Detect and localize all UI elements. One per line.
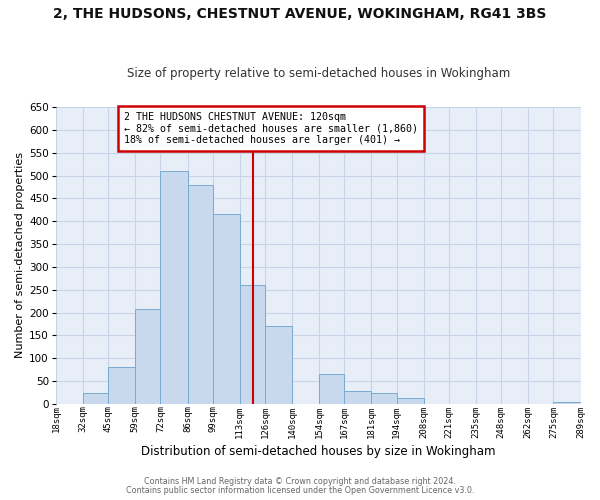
Bar (212, 214, 240, 404)
Bar (135, 310, 160, 404)
Bar (265, 326, 292, 404)
Y-axis label: Number of semi-detached properties: Number of semi-detached properties (15, 152, 25, 358)
Bar (188, 184, 212, 404)
Bar (319, 374, 344, 404)
X-axis label: Distribution of semi-detached houses by size in Wokingham: Distribution of semi-detached houses by … (141, 444, 496, 458)
Text: 2, THE HUDSONS, CHESTNUT AVENUE, WOKINGHAM, RG41 3BS: 2, THE HUDSONS, CHESTNUT AVENUE, WOKINGH… (53, 8, 547, 22)
Bar (83, 394, 108, 404)
Bar (240, 285, 265, 404)
Text: Contains public sector information licensed under the Open Government Licence v3: Contains public sector information licen… (126, 486, 474, 495)
Bar (108, 368, 135, 404)
Bar (553, 402, 581, 404)
Text: Contains HM Land Registry data © Crown copyright and database right 2024.: Contains HM Land Registry data © Crown c… (144, 477, 456, 486)
Title: Size of property relative to semi-detached houses in Wokingham: Size of property relative to semi-detach… (127, 66, 510, 80)
Bar (371, 394, 397, 404)
Bar (344, 391, 371, 404)
Bar (397, 398, 424, 404)
Bar (160, 171, 188, 404)
Text: 2 THE HUDSONS CHESTNUT AVENUE: 120sqm
← 82% of semi-detached houses are smaller : 2 THE HUDSONS CHESTNUT AVENUE: 120sqm ← … (124, 112, 418, 144)
